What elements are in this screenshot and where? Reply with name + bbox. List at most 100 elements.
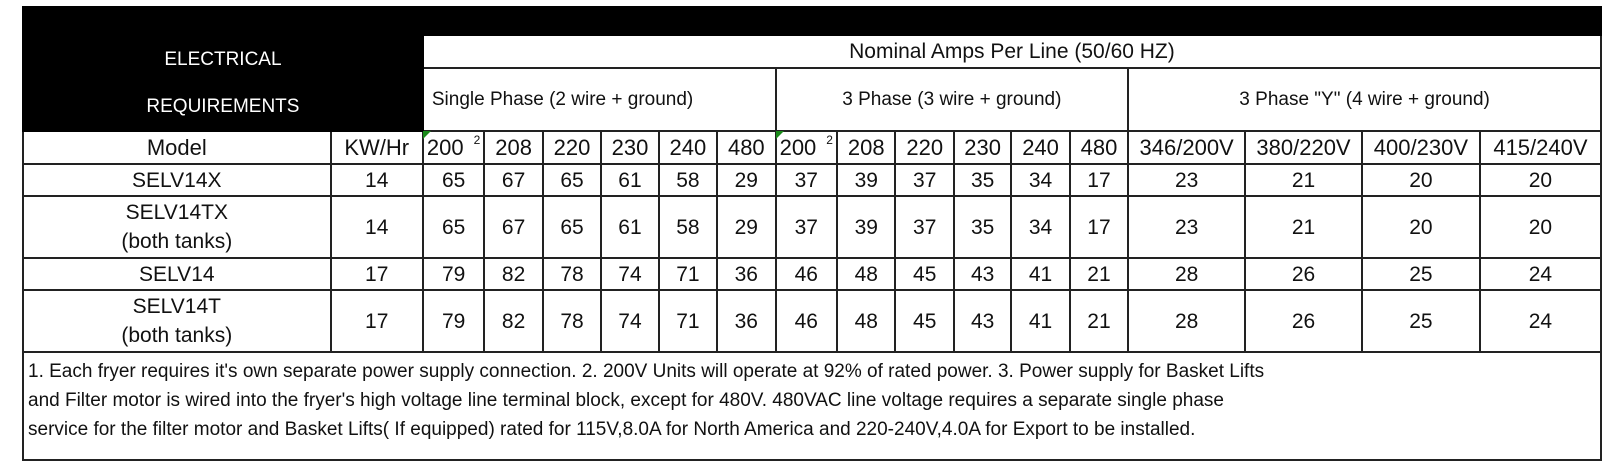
table-cell: 71 [657, 257, 719, 291]
kw-cell: 14 [329, 163, 424, 197]
y-346-header: 346/200V [1127, 130, 1247, 165]
table-cell: 20 [1478, 163, 1603, 197]
table-cell: 25 [1360, 289, 1481, 353]
table-cell: 46 [774, 289, 839, 353]
table-cell: 79 [421, 257, 486, 291]
table-cell: 29 [716, 195, 777, 259]
kwhr-column-header: KW/Hr [329, 130, 424, 165]
notes-row: 1. Each fryer requires it's own separate… [22, 351, 1602, 461]
table-cell: 67 [483, 195, 544, 259]
table-cell: 65 [541, 163, 603, 197]
kw-cell: 17 [329, 289, 424, 353]
table-cell: 21 [1068, 257, 1130, 291]
table-cell: 74 [600, 257, 660, 291]
table-cell: 34 [1010, 195, 1071, 259]
sp-208-header: 208 [483, 130, 544, 165]
model-cell: SELV14X [22, 163, 332, 197]
model-cell: SELV14T (both tanks) [22, 289, 332, 353]
table-cell: 82 [483, 289, 544, 353]
table-cell: 23 [1127, 195, 1247, 259]
table-cell: 41 [1010, 289, 1071, 353]
electrical-requirements-heading: ELECTRICAL REQUIREMENTS [22, 34, 424, 132]
model-cell: SELV14 [22, 257, 332, 291]
column-header-row: Model KW/Hr 200 2 208 220 230 240 480 200… [22, 130, 1603, 165]
model-cell: SELV14TX (both tanks) [22, 195, 332, 259]
table-row: SELV14TX (both tanks) 14 65 67 65 61 58 … [22, 195, 1603, 259]
table-cell: 37 [894, 195, 955, 259]
header-row-nominal: ELECTRICAL REQUIREMENTS Nominal Amps Per… [22, 33, 1603, 132]
model-note: (both tanks) [121, 324, 233, 347]
table-cell: 65 [421, 195, 486, 259]
table-cell: 20 [1360, 195, 1481, 259]
table-cell: 20 [1478, 195, 1603, 259]
model-column-header: Model [22, 130, 332, 165]
table-cell: 23 [1127, 163, 1247, 197]
table-cell: 37 [774, 163, 839, 197]
table-cell: 34 [1010, 163, 1071, 197]
table-cell: 61 [600, 195, 660, 259]
three-phase-y-heading: 3 Phase "Y" (4 wire + ground) [1127, 67, 1602, 132]
table-cell: 67 [483, 163, 544, 197]
table-cell: 36 [716, 289, 777, 353]
sp-200-header: 200 2 [421, 130, 486, 165]
table-cell: 24 [1478, 257, 1603, 291]
table-cell: 82 [483, 257, 544, 291]
table-cell: 21 [1068, 289, 1130, 353]
table-cell: 28 [1127, 257, 1247, 291]
model-note: (both tanks) [121, 230, 233, 253]
table-cell: 61 [600, 163, 660, 197]
footnotes: 1. Each fryer requires it's own separate… [22, 351, 1602, 461]
model-name: SELV14TX [125, 201, 228, 224]
y-400-header: 400/230V [1360, 130, 1481, 165]
table-row: SELV14T (both tanks) 17 79 82 78 74 71 3… [22, 289, 1603, 353]
model-name: SELV14T [132, 295, 221, 318]
tp-208-header: 208 [836, 130, 897, 165]
kw-cell: 14 [329, 195, 424, 259]
table-row: SELV14 17 79 82 78 74 71 36 46 48 45 43 … [22, 257, 1603, 291]
table-cell: 17 [1068, 195, 1130, 259]
table-cell: 58 [657, 195, 719, 259]
table-cell: 65 [421, 163, 486, 197]
table-cell: 71 [657, 289, 719, 353]
top-black-band [22, 6, 1602, 36]
table-cell: 29 [716, 163, 777, 197]
table-cell: 78 [541, 257, 603, 291]
heading-line-2: REQUIREMENTS [146, 96, 300, 117]
table-cell: 21 [1244, 195, 1363, 259]
table-cell: 37 [894, 163, 955, 197]
table-cell: 28 [1127, 289, 1247, 353]
note-line: service for the filter motor and Basket … [28, 419, 1196, 440]
table-cell: 74 [600, 289, 660, 353]
header-row-phase: Single Phase (2 wire + ground) 3 Phase (… [23, 67, 1602, 132]
table-cell: 41 [1010, 257, 1071, 291]
table-cell: 24 [1478, 289, 1603, 353]
electrical-requirements-table: ELECTRICAL REQUIREMENTS Nominal Amps Per… [22, 6, 1603, 461]
table-cell: 43 [952, 289, 1013, 353]
single-phase-heading: Single Phase (2 wire + ground) [421, 67, 777, 132]
table-cell: 35 [952, 163, 1013, 197]
sp-230-header: 230 [600, 130, 660, 165]
tp-220-header: 220 [894, 130, 955, 165]
sp-220-header: 220 [541, 130, 603, 165]
table-cell: 17 [1068, 163, 1130, 197]
tp-240-header: 240 [1010, 130, 1071, 165]
nominal-amps-heading: Nominal Amps Per Line (50/60 HZ) [421, 33, 1603, 70]
sp-240-header: 240 [657, 130, 719, 165]
table-cell: 43 [952, 257, 1013, 291]
heading-line-1: ELECTRICAL [164, 49, 282, 70]
table-cell: 48 [836, 257, 897, 291]
table-cell: 25 [1360, 257, 1481, 291]
sp-480-header: 480 [716, 130, 777, 165]
table-cell: 65 [541, 195, 603, 259]
three-phase-heading: 3 Phase (3 wire + ground) [774, 67, 1130, 132]
table-cell: 39 [836, 163, 897, 197]
table-cell: 58 [657, 163, 719, 197]
note-line: and Filter motor is wired into the fryer… [28, 390, 1224, 411]
table-cell: 20 [1360, 163, 1481, 197]
kw-cell: 17 [329, 257, 424, 291]
table-cell: 26 [1244, 257, 1363, 291]
table-row: SELV14X 14 65 67 65 61 58 29 37 39 37 35… [22, 163, 1603, 197]
table-cell: 45 [894, 289, 955, 353]
table-cell: 78 [541, 289, 603, 353]
table-cell: 37 [774, 195, 839, 259]
